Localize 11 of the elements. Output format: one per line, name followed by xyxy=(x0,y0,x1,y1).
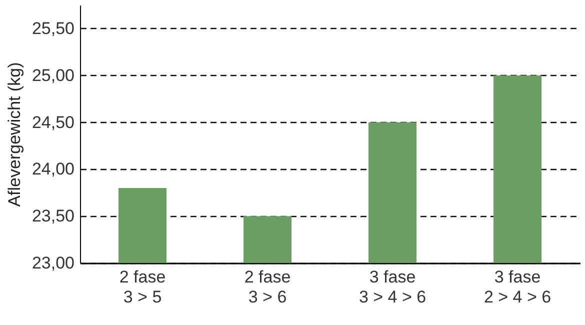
y-tick-label: 23,00 xyxy=(32,254,74,272)
x-tick-label: 3 fase 2 > 4 > 6 xyxy=(484,268,552,306)
x-tick-label: 3 fase 3 > 4 > 6 xyxy=(358,268,426,306)
y-axis-title: Aflevergewicht (kg) xyxy=(4,62,24,207)
y-tick-label: 24,00 xyxy=(32,160,74,179)
y-tick-label: 25,00 xyxy=(32,66,74,85)
x-tick-label: 2 fase 3 > 6 xyxy=(244,268,291,306)
y-tick-label: 23,50 xyxy=(32,206,74,226)
y-tick-label: 25,50 xyxy=(32,18,74,38)
y-tick-label: 24,50 xyxy=(32,112,74,132)
x-tick-label: 2 fase 3 > 5 xyxy=(119,268,166,306)
